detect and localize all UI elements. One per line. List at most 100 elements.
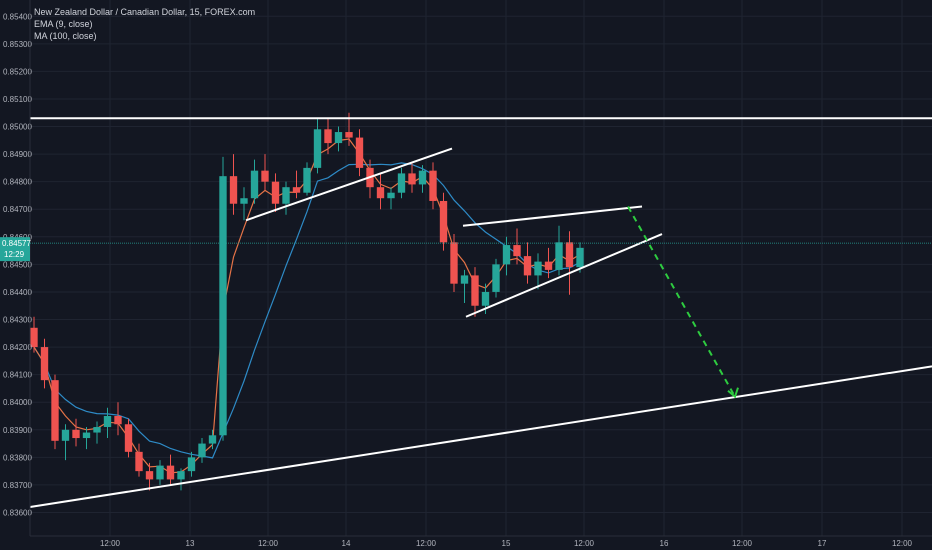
candle-body <box>387 192 395 199</box>
candle-body <box>303 167 311 193</box>
y-tick-label: 0.85400 <box>3 12 32 21</box>
candle-body <box>177 471 185 480</box>
chart-legend: New Zealand Dollar / Canadian Dollar, 15… <box>34 6 255 42</box>
y-tick-label: 0.83700 <box>3 481 32 490</box>
candle-body <box>229 176 238 204</box>
candle-body <box>418 170 427 185</box>
candle-body <box>114 416 122 425</box>
y-tick-label: 0.84100 <box>3 371 32 380</box>
x-tick-label: 12:00 <box>732 539 753 548</box>
channel-upper-line <box>462 205 643 227</box>
candle-body <box>187 457 196 472</box>
candles <box>30 112 584 491</box>
candle-body <box>82 432 91 439</box>
candle-body <box>534 261 542 276</box>
candle-body <box>156 465 164 480</box>
candle-body <box>513 245 521 257</box>
channel-lower-line <box>465 233 663 318</box>
ma-indicator-label[interactable]: MA (100, close) <box>34 31 97 41</box>
candle-body <box>523 256 532 276</box>
candle-body <box>544 261 553 270</box>
projection-arrow-line <box>627 205 736 398</box>
candle-body <box>166 465 175 480</box>
y-tick-label: 0.85300 <box>3 40 32 49</box>
candle-body <box>334 132 343 144</box>
candle-body <box>51 380 59 441</box>
y-tick-label: 0.84700 <box>3 205 32 214</box>
candle-body <box>198 443 206 458</box>
candle-body <box>555 242 563 270</box>
candle-body <box>355 137 364 168</box>
ma-path <box>33 162 581 459</box>
candle-body <box>460 275 469 284</box>
current-price-box <box>0 237 30 262</box>
candle-body <box>219 176 227 436</box>
x-tick-label: 12:00 <box>100 539 121 548</box>
candle-body <box>324 129 332 144</box>
x-tick-label: 15 <box>502 539 511 548</box>
y-tick-label: 0.84200 <box>3 343 32 352</box>
candle-body <box>376 187 385 199</box>
candle-body <box>240 198 248 204</box>
symbol-title[interactable]: New Zealand Dollar / Canadian Dollar, 15… <box>34 7 256 17</box>
candle-body <box>439 200 448 243</box>
countdown-timer: 12:29 <box>4 250 25 259</box>
x-tick-label: 12:00 <box>416 539 437 548</box>
y-tick-label: 0.83600 <box>3 508 32 517</box>
x-tick-label: 12:00 <box>258 539 279 548</box>
projection-arrow-head <box>727 387 739 399</box>
candle-body <box>40 347 49 381</box>
candle-body <box>208 435 217 444</box>
candle-body <box>565 242 574 268</box>
drawings[interactable] <box>29 117 932 508</box>
y-tick-label: 0.84300 <box>3 316 32 325</box>
y-tick-label: 0.85100 <box>3 95 32 104</box>
rising-trendline <box>245 147 453 222</box>
grid <box>30 0 932 536</box>
ma-line <box>33 162 581 459</box>
candle-body <box>61 429 70 441</box>
y-tick-label: 0.85000 <box>3 123 32 132</box>
candle-body <box>250 170 259 199</box>
support-trendline <box>29 365 932 508</box>
candle-body <box>124 424 133 452</box>
y-tick-label: 0.84400 <box>3 288 32 297</box>
candle-body <box>450 242 458 284</box>
candle-body <box>261 170 269 182</box>
candle-body <box>145 471 154 480</box>
candle-body <box>103 416 112 428</box>
current-price-value: 0.84577 <box>2 239 31 248</box>
x-tick-label: 16 <box>660 539 669 548</box>
candle-body <box>313 129 322 168</box>
y-tick-label: 0.85200 <box>3 67 32 76</box>
y-tick-label: 0.84900 <box>3 150 32 159</box>
candle-body <box>576 247 584 268</box>
candle-body <box>397 173 406 193</box>
x-tick-label: 17 <box>818 539 827 548</box>
x-tick-label: 12:00 <box>574 539 595 548</box>
candle-body <box>271 181 280 204</box>
y-tick-label: 0.84800 <box>3 178 32 187</box>
candle-body <box>282 187 290 204</box>
candle-body <box>429 170 437 201</box>
candle-body <box>345 132 353 138</box>
y-tick-label: 0.83900 <box>3 426 32 435</box>
candle-body <box>93 427 101 433</box>
candle-body <box>492 264 500 292</box>
current-price-label: 0.84577 12:29 <box>0 237 932 262</box>
candle-body <box>471 275 479 306</box>
y-tick-label: 0.84000 <box>3 398 32 407</box>
candle-body <box>408 173 416 185</box>
candle-body <box>30 327 38 348</box>
candle-body <box>72 429 80 439</box>
candle-body <box>292 187 301 193</box>
y-tick-label: 0.83800 <box>3 453 32 462</box>
candle-body <box>481 291 490 306</box>
candle-body <box>502 245 511 265</box>
x-tick-label: 13 <box>186 539 195 548</box>
x-tick-label: 12:00 <box>892 539 913 548</box>
ema-indicator-label[interactable]: EMA (9, close) <box>34 19 93 29</box>
candle-body <box>135 451 143 472</box>
x-tick-label: 14 <box>342 539 351 548</box>
